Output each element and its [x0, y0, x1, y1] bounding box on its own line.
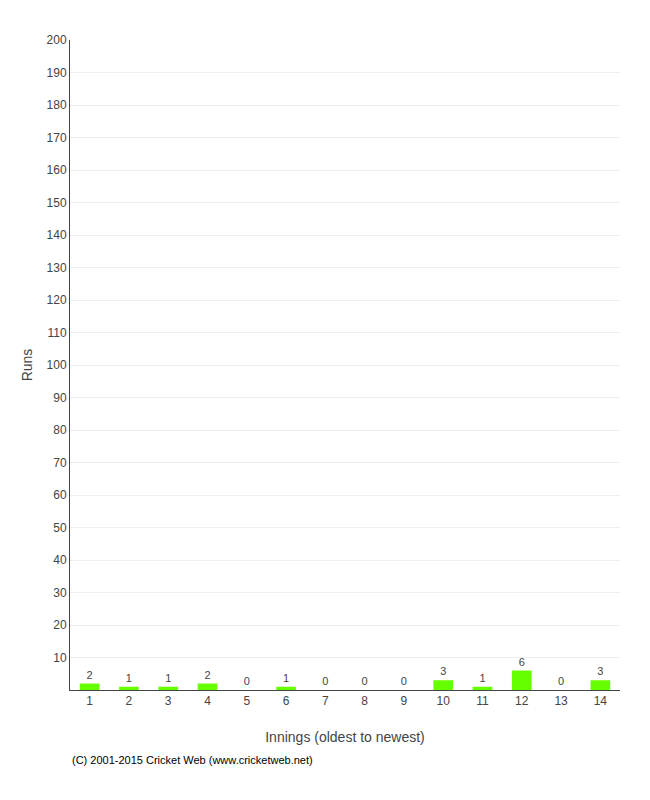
svg-text:2: 2 [87, 669, 93, 681]
svg-text:1: 1 [86, 694, 93, 708]
svg-text:12: 12 [515, 694, 529, 708]
svg-text:2: 2 [126, 694, 133, 708]
svg-text:60: 60 [53, 488, 67, 502]
svg-text:(C) 2001-2015 Cricket Web (www: (C) 2001-2015 Cricket Web (www.cricketwe… [72, 754, 313, 766]
svg-text:40: 40 [53, 553, 67, 567]
svg-text:150: 150 [47, 196, 67, 210]
svg-text:6: 6 [283, 694, 290, 708]
svg-text:80: 80 [53, 423, 67, 437]
svg-text:110: 110 [47, 326, 66, 340]
svg-text:0: 0 [401, 675, 407, 687]
svg-text:50: 50 [53, 521, 67, 535]
svg-text:13: 13 [554, 694, 568, 708]
svg-text:160: 160 [47, 163, 67, 177]
svg-text:5: 5 [243, 694, 250, 708]
svg-text:11: 11 [476, 694, 489, 708]
svg-text:6: 6 [519, 656, 525, 668]
svg-text:130: 130 [47, 261, 67, 275]
svg-text:0: 0 [244, 675, 250, 687]
svg-text:180: 180 [47, 98, 67, 112]
svg-text:2: 2 [204, 669, 210, 681]
svg-text:30: 30 [53, 586, 67, 600]
svg-text:100: 100 [47, 358, 67, 372]
svg-text:7: 7 [322, 694, 329, 708]
svg-text:10: 10 [437, 694, 451, 708]
svg-text:3: 3 [440, 665, 446, 677]
svg-text:1: 1 [126, 672, 132, 684]
svg-text:Runs: Runs [19, 349, 35, 382]
svg-text:70: 70 [53, 456, 67, 470]
svg-text:14: 14 [594, 694, 608, 708]
svg-text:3: 3 [165, 694, 172, 708]
svg-text:3: 3 [597, 665, 603, 677]
svg-text:0: 0 [362, 675, 368, 687]
svg-text:170: 170 [47, 131, 67, 145]
svg-text:4: 4 [204, 694, 211, 708]
svg-text:10: 10 [53, 651, 67, 665]
svg-text:8: 8 [361, 694, 368, 708]
svg-text:190: 190 [47, 66, 67, 80]
svg-text:9: 9 [401, 694, 408, 708]
svg-text:140: 140 [47, 228, 67, 242]
svg-text:90: 90 [53, 391, 67, 405]
svg-text:1: 1 [479, 672, 485, 684]
svg-text:1: 1 [165, 672, 171, 684]
svg-text:120: 120 [47, 293, 67, 307]
svg-text:200: 200 [47, 33, 67, 47]
svg-text:0: 0 [558, 675, 564, 687]
svg-text:1: 1 [283, 672, 289, 684]
svg-text:Innings (oldest to newest): Innings (oldest to newest) [265, 729, 425, 745]
svg-text:20: 20 [53, 618, 67, 632]
svg-text:0: 0 [322, 675, 328, 687]
